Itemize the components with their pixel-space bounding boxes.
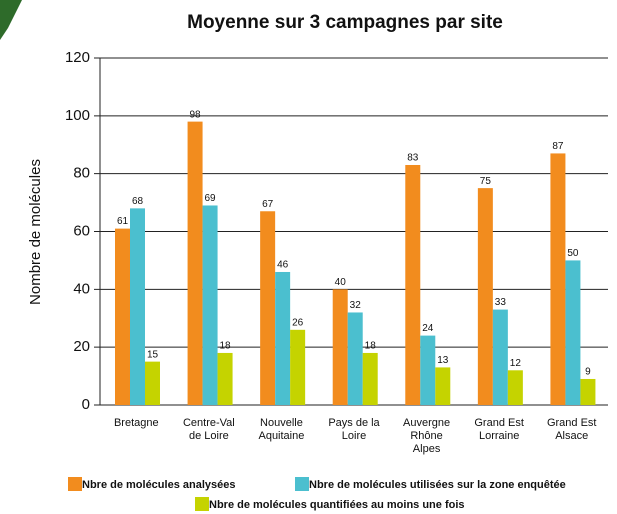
value-label: 83 xyxy=(407,153,419,164)
y-tick-label: 20 xyxy=(73,338,90,355)
bar xyxy=(347,312,363,405)
x-tick-label: Pays de la Loire xyxy=(328,417,380,442)
bar xyxy=(145,361,160,405)
bar xyxy=(435,367,451,405)
value-label: 26 xyxy=(292,317,304,328)
bar xyxy=(580,378,596,405)
x-tick-label: Grand Est Lorraine xyxy=(474,417,524,442)
value-label: 61 xyxy=(117,216,129,227)
bar xyxy=(362,352,378,405)
value-label: 67 xyxy=(262,199,274,210)
y-tick-label: 40 xyxy=(73,280,90,297)
y-tick-label: 100 xyxy=(65,107,90,124)
bar xyxy=(550,153,566,405)
bar xyxy=(405,164,421,405)
bar xyxy=(420,335,436,405)
x-tick-label-line: Aquitaine xyxy=(258,430,304,442)
x-tick-label: Bretagne xyxy=(114,417,159,429)
bar xyxy=(565,260,581,405)
bar xyxy=(260,211,276,405)
x-tick-label-line: Alpes xyxy=(413,443,441,455)
bar xyxy=(290,329,306,405)
bar xyxy=(187,121,203,405)
x-tick-label-line: Auvergne xyxy=(403,417,450,429)
value-label: 24 xyxy=(422,323,434,334)
y-tick-label: 80 xyxy=(73,165,90,182)
legend-label: Nbre de molécules analysées xyxy=(82,479,235,491)
value-label: 87 xyxy=(552,141,564,152)
corner-decoration xyxy=(0,0,22,40)
value-label: 98 xyxy=(190,109,202,120)
x-tick-label-line: de Loire xyxy=(189,430,229,442)
legend-swatch xyxy=(295,477,309,491)
bar xyxy=(507,370,523,405)
value-label: 18 xyxy=(365,341,377,352)
y-tick-label: 120 xyxy=(65,49,90,66)
x-tick-label: Auvergne Rhône Alpes xyxy=(403,417,450,455)
legend-swatch xyxy=(195,497,209,511)
x-tick-label: Grand Est Alsace xyxy=(547,417,597,442)
x-tick-label-line: Alsace xyxy=(555,430,588,442)
chart-title: Moyenne sur 3 campagnes par site xyxy=(187,12,503,33)
y-tick-label: 60 xyxy=(73,222,90,239)
value-label: 9 xyxy=(585,367,591,378)
x-tick-label-line: Loire xyxy=(342,430,366,442)
legend-label: Nbre de molécules quantifiées au moins u… xyxy=(209,499,465,511)
bar xyxy=(492,309,508,405)
x-tick-label-line: Grand Est xyxy=(474,417,524,429)
x-tick-label-line: Lorraine xyxy=(479,430,519,442)
x-tick-label: Nouvelle Aquitaine xyxy=(258,417,304,442)
bar xyxy=(202,205,218,405)
value-label: 18 xyxy=(220,341,232,352)
x-tick-label-line: Nouvelle xyxy=(260,417,303,429)
bar xyxy=(130,208,145,405)
value-label: 50 xyxy=(567,248,579,259)
value-label: 69 xyxy=(205,193,217,204)
x-tick-label-line: Pays de la xyxy=(328,417,380,429)
value-label: 32 xyxy=(350,300,362,311)
value-label: 75 xyxy=(480,176,492,187)
x-tick-label: Centre-Val de Loire xyxy=(183,417,235,442)
bar xyxy=(275,271,291,405)
x-tick-label-line: Bretagne xyxy=(114,417,159,429)
bar xyxy=(115,228,130,405)
value-label: 40 xyxy=(335,277,347,288)
value-label: 46 xyxy=(277,260,289,271)
value-label: 13 xyxy=(437,355,449,366)
x-tick-label-line: Rhône xyxy=(410,430,442,442)
bar xyxy=(477,188,493,405)
legend-swatch xyxy=(68,477,82,491)
y-tick-label: 0 xyxy=(82,396,90,413)
value-label: 12 xyxy=(510,358,522,369)
y-axis-label: Nombre de molécules xyxy=(27,159,44,305)
x-tick-label-line: Centre-Val xyxy=(183,417,235,429)
value-label: 15 xyxy=(147,349,159,360)
value-label: 68 xyxy=(132,196,144,207)
bar xyxy=(217,352,233,405)
value-label: 33 xyxy=(495,297,507,308)
bar xyxy=(332,289,348,405)
x-tick-label-line: Grand Est xyxy=(547,417,597,429)
legend-label: Nbre de molécules utilisées sur la zone … xyxy=(309,479,566,491)
